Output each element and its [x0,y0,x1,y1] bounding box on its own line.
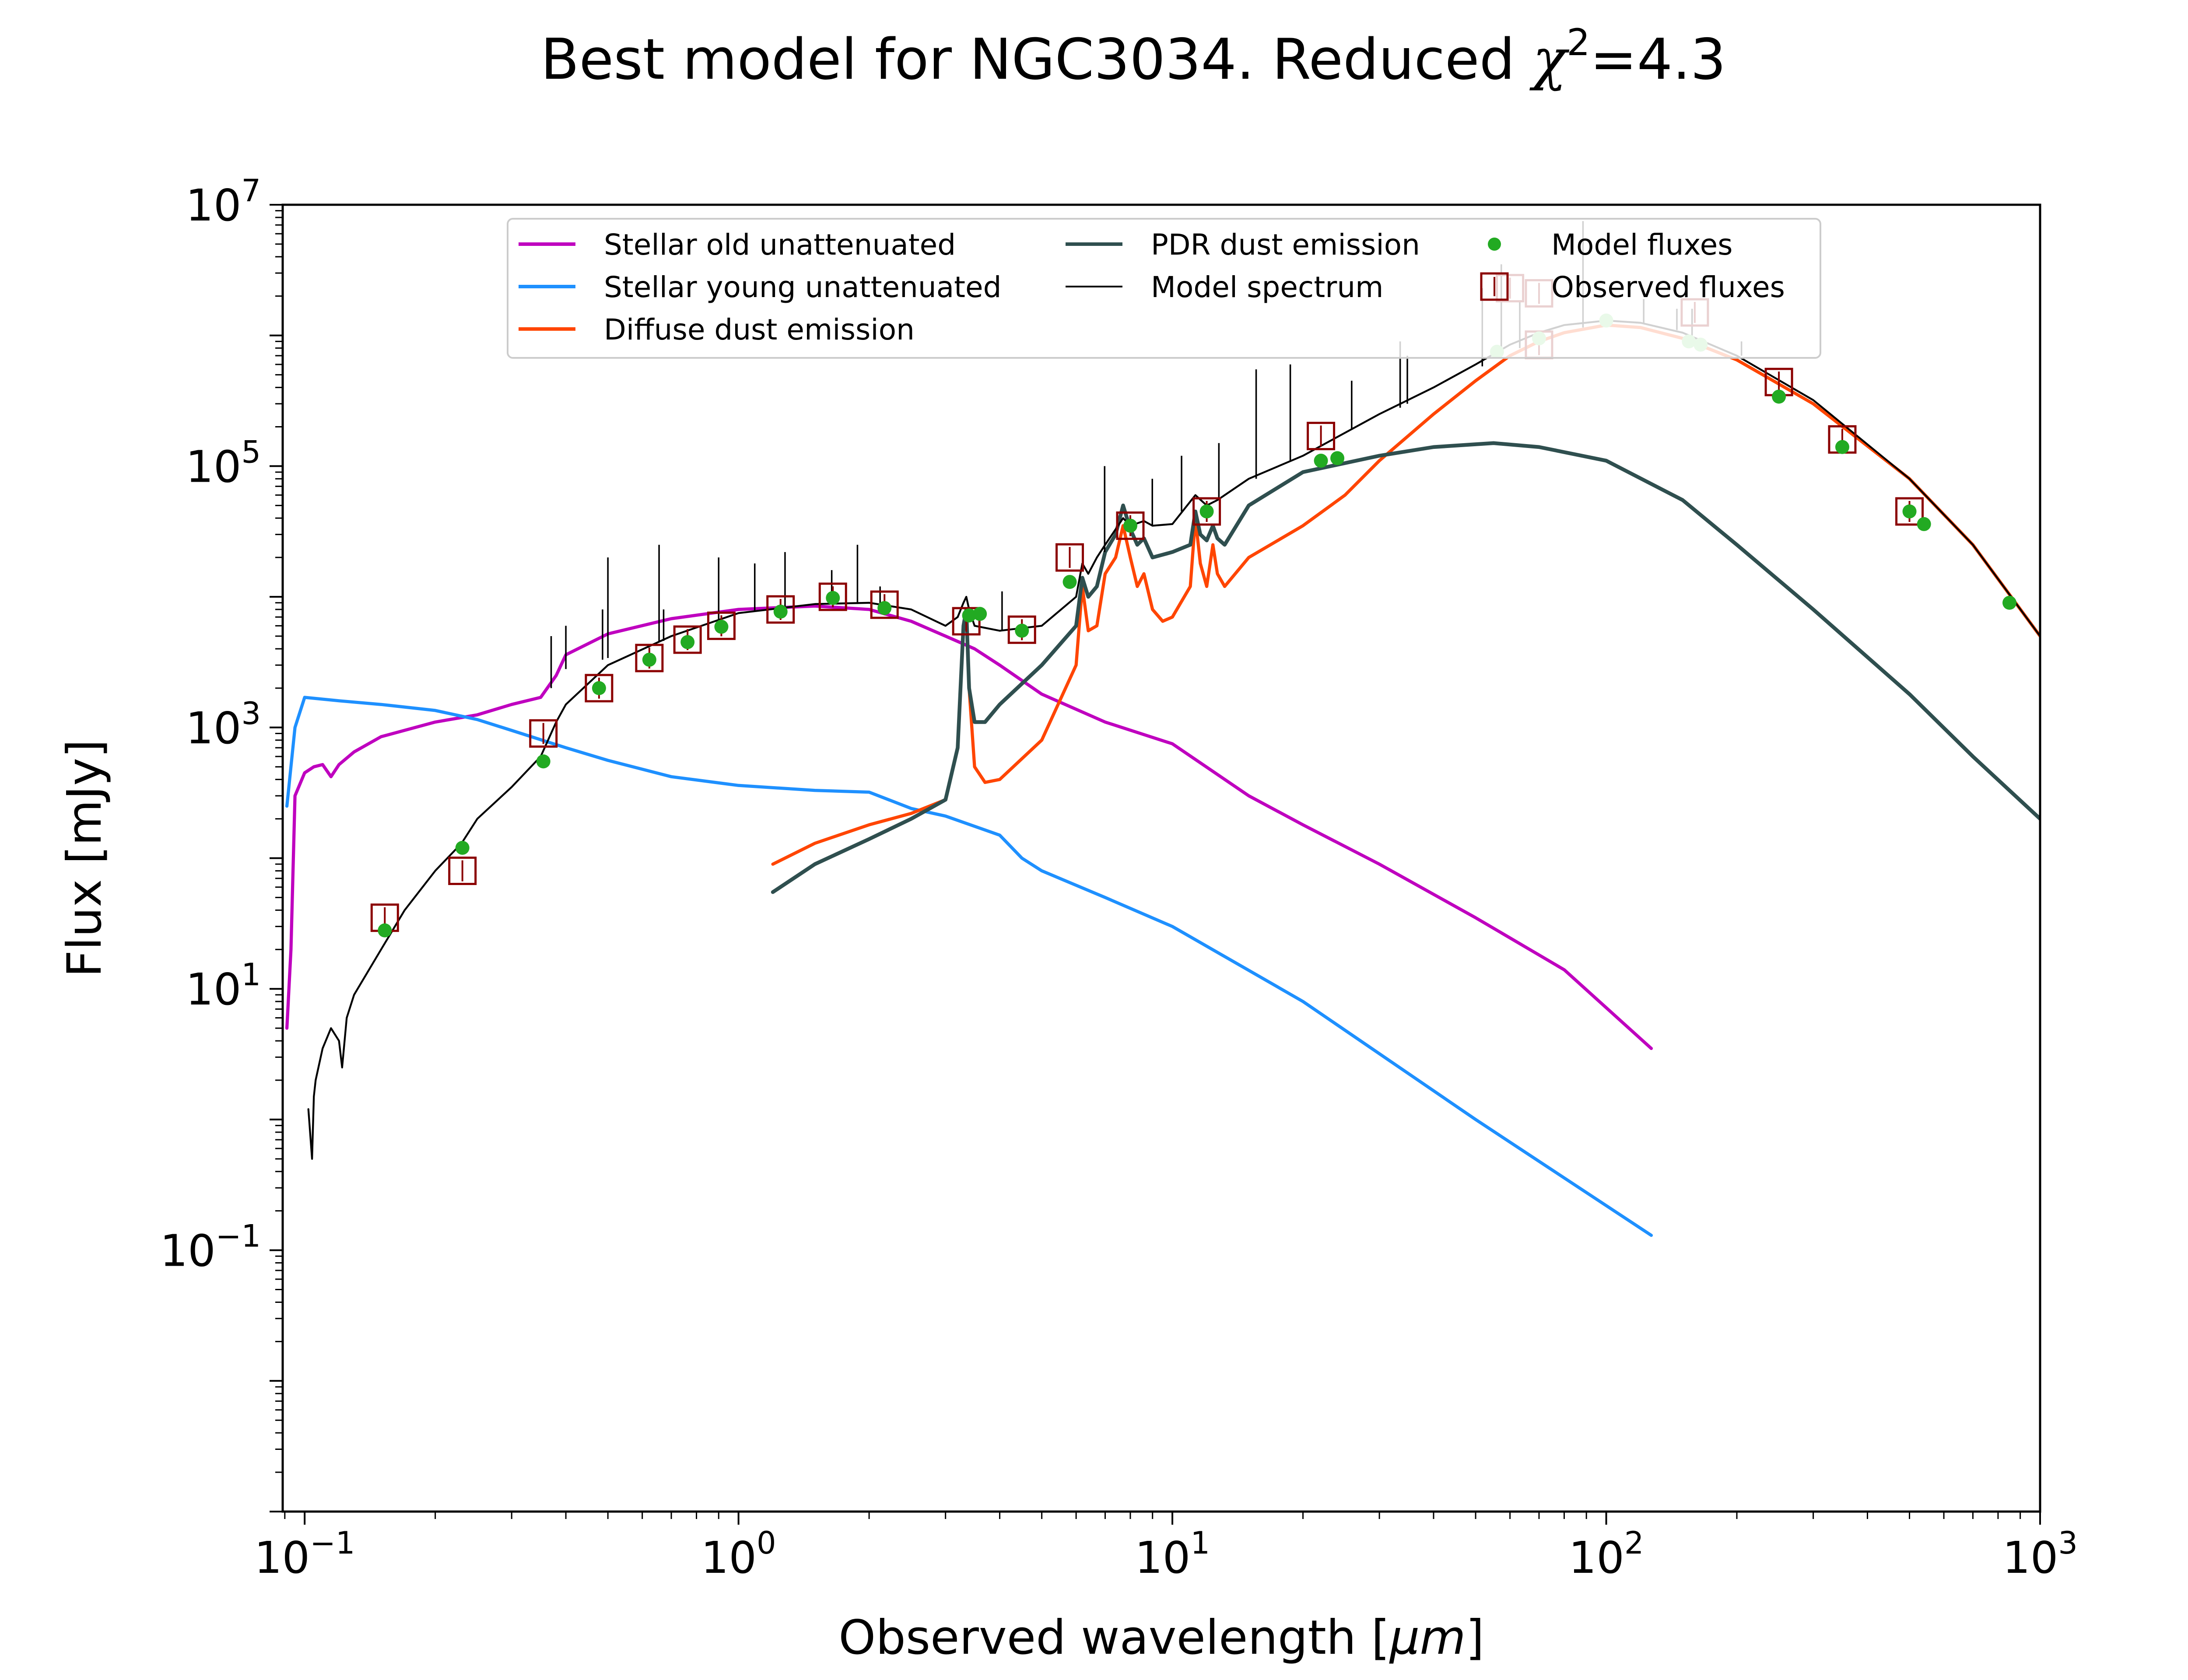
x-tick-label: 102 [1569,1525,1644,1583]
model-flux-marker [1835,440,1849,454]
model-flux-marker [773,605,788,619]
y-axis: 10−1 101 103 105 107 [160,173,283,1512]
model-flux-marker [1015,623,1029,638]
legend: Stellar old unattenuated Stellar young un… [507,218,1821,359]
observed-flux-marker [585,674,614,703]
model-flux-marker [455,840,470,855]
legend-item-pdr-dust-emission: PDR dust emission [1066,228,1420,262]
series-line-diffuse-dust-emission [771,323,2040,866]
model-flux-marker [1902,504,1917,518]
x-tick-label: 101 [1135,1525,1210,1583]
observed-flux-marker [1895,497,1924,526]
observed-flux-marker [818,582,847,611]
observed-flux-marker [952,607,981,636]
observed-flux-marker [870,590,899,619]
model-flux-marker [1062,575,1077,589]
model-flux-marker [826,591,840,605]
legend-box [507,218,1821,359]
legend-item-stellar-old-unattenuated: Stellar old unattenuated [519,228,956,262]
y-axis-label: Flux [mJy] [57,739,112,977]
legend-item-observed-fluxes: Observed fluxes [1480,270,1785,304]
model-flux-marker [592,681,606,695]
observed-flux-marker [1116,511,1145,540]
legend-item-model-spectrum: Model spectrum [1066,270,1383,304]
y-tick-label: 105 [186,434,261,492]
model-flux-marker [1314,454,1328,468]
x-tick-label: 103 [2002,1525,2078,1583]
x-tick-label: 100 [701,1525,776,1583]
model-flux-marker [877,601,892,615]
y-tick-label: 10−1 [160,1218,261,1277]
observed-flux-marker [1055,543,1084,572]
model-flux-marker [2002,595,2017,610]
model-flux-marker [378,923,392,938]
model-flux-marker [642,652,656,667]
model-flux-marker [1917,517,1931,531]
series-layer [285,221,2040,1237]
model-flux-marker [1199,504,1214,518]
model-flux-marker [714,620,729,634]
model-flux-marker [973,607,987,621]
model-flux-marker [962,608,976,623]
observed-flux-marker [707,611,736,640]
legend-label: Diffuse dust emission [604,313,915,346]
legend-item-diffuse-dust-emission: Diffuse dust emission [519,313,915,346]
observed-flux-marker [1007,615,1036,644]
y-tick-label: 107 [186,173,261,231]
legend-swatch [1488,238,1501,251]
observed-flux-marker [529,719,558,748]
legend-label: Model spectrum [1151,270,1383,304]
observed-flux-marker [673,625,702,654]
chart-title: Best model for NGC3034. Reduced χ2=4.3 [541,21,1726,92]
y-tick-label: 103 [186,696,261,754]
model-flux-marker [1330,451,1345,466]
observed-flux-marker [1192,497,1221,526]
legend-label: Observed fluxes [1551,270,1785,304]
series-line-stellar-young-unattenuated [285,696,1653,1237]
observed-flux-marker [1307,422,1336,451]
legend-label: Stellar old unattenuated [604,228,956,262]
legend-label: PDR dust emission [1151,228,1420,262]
legend-item-stellar-young-unattenuated: Stellar young unattenuated [519,270,1002,304]
x-axis: 10−1 100 101 102 103 [254,1512,2078,1583]
observed-flux-marker [635,644,664,672]
model-flux-marker [1772,389,1786,404]
legend-label: Model fluxes [1551,228,1733,262]
series-line-stellar-old-unattenuated [285,604,1653,1050]
model-flux-marker [680,635,695,649]
y-tick-label: 101 [186,957,261,1015]
model-flux-marker [1123,518,1138,533]
series-line-model-spectrum [307,319,2040,1160]
x-tick-label: 10−1 [254,1525,355,1583]
legend-swatch [1480,272,1509,301]
x-axis-label: Observed wavelength [μm] [838,1610,1484,1665]
model-flux-marker [536,754,551,769]
series-line-pdr-dust-emission [771,441,2040,894]
observed-flux-marker [448,856,477,885]
legend-label: Stellar young unattenuated [604,270,1002,304]
legend-item-model-fluxes: Model fluxes [1488,228,1733,262]
observed-flux-marker [766,595,795,624]
